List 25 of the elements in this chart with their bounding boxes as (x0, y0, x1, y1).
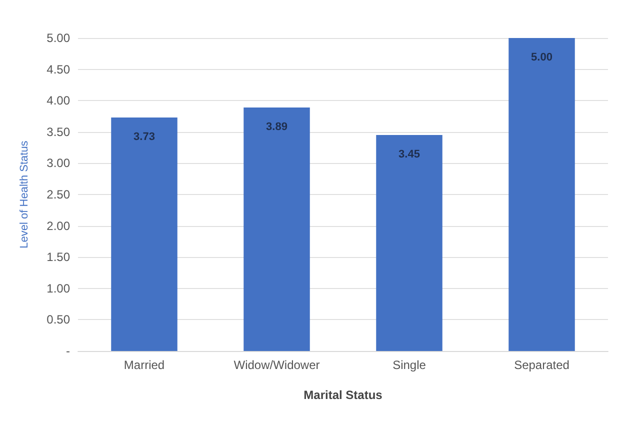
y-tick-label: - (66, 344, 70, 358)
y-tick-label: 2.50 (46, 188, 70, 202)
y-tick-label: 5.00 (46, 31, 70, 45)
data-label: 3.73 (134, 131, 155, 143)
y-tick-label: 4.00 (46, 94, 70, 108)
data-label: 5.00 (531, 52, 552, 64)
y-tick-label: 4.50 (46, 62, 70, 76)
y-axis-title: Level of Health Status (18, 140, 30, 248)
y-tick-label: 3.00 (46, 156, 70, 170)
data-label: 3.89 (266, 120, 288, 133)
data-label: 3.45 (398, 148, 420, 161)
y-tick-label: 1.00 (46, 281, 70, 296)
x-tick-label: Married (124, 358, 165, 372)
y-tick-label: 3.50 (46, 124, 70, 139)
x-tick-label: Single (392, 358, 426, 372)
bar (508, 38, 575, 351)
x-axis-title: Marital Status (304, 388, 383, 402)
y-tick-label: 1.50 (46, 250, 70, 264)
x-tick-label: Separated (514, 358, 570, 372)
x-tick-label: Widow/Widower (234, 358, 320, 372)
bar (111, 118, 178, 351)
bar (244, 107, 310, 351)
y-tick-label: 2.00 (46, 218, 70, 233)
y-tick-label: 0.50 (46, 312, 70, 327)
bar (376, 135, 442, 351)
